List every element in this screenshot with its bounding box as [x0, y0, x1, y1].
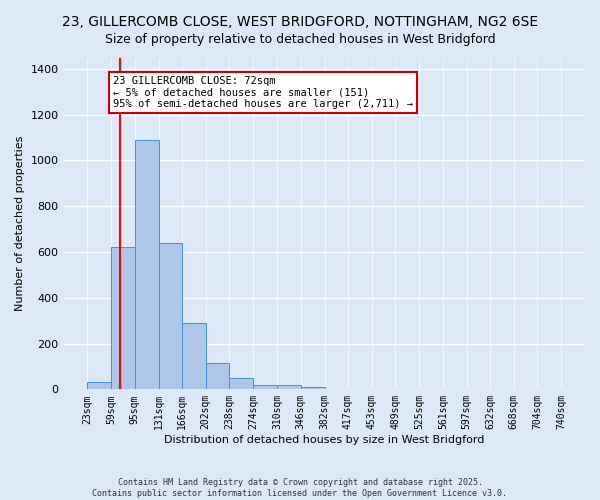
- Bar: [229, 378, 253, 390]
- Text: 23, GILLERCOMB CLOSE, WEST BRIDGFORD, NOTTINGHAM, NG2 6SE: 23, GILLERCOMB CLOSE, WEST BRIDGFORD, NO…: [62, 15, 538, 29]
- Bar: [158, 243, 182, 390]
- Bar: [277, 385, 301, 390]
- X-axis label: Distribution of detached houses by size in West Bridgford: Distribution of detached houses by size …: [164, 435, 484, 445]
- Bar: [182, 323, 206, 390]
- Bar: [253, 385, 277, 390]
- Bar: [301, 387, 325, 390]
- Text: 23 GILLERCOMB CLOSE: 72sqm
← 5% of detached houses are smaller (151)
95% of semi: 23 GILLERCOMB CLOSE: 72sqm ← 5% of detac…: [113, 76, 413, 109]
- Y-axis label: Number of detached properties: Number of detached properties: [15, 136, 25, 311]
- Bar: [87, 382, 111, 390]
- Bar: [135, 140, 158, 390]
- Text: Contains HM Land Registry data © Crown copyright and database right 2025.
Contai: Contains HM Land Registry data © Crown c…: [92, 478, 508, 498]
- Bar: [206, 363, 229, 390]
- Text: Size of property relative to detached houses in West Bridgford: Size of property relative to detached ho…: [104, 32, 496, 46]
- Bar: [111, 248, 135, 390]
